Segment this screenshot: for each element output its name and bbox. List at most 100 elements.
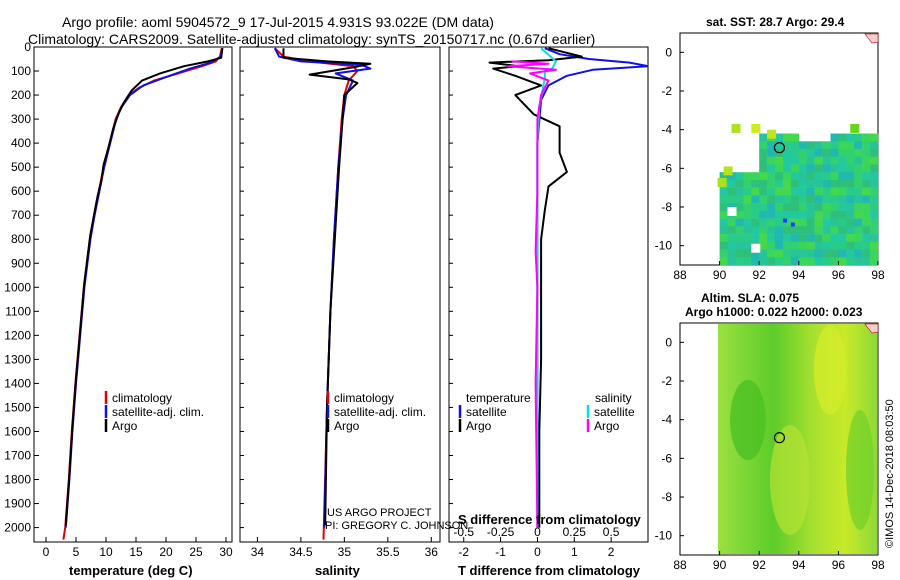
sst-cell xyxy=(854,187,863,196)
legend-argo: Argo xyxy=(112,419,138,433)
sst-cell xyxy=(830,249,839,258)
sst-cell xyxy=(814,226,823,235)
sst-cell xyxy=(838,241,847,250)
sst-map-cells xyxy=(717,123,879,266)
sst-cell xyxy=(719,241,728,250)
sst-cell xyxy=(814,164,823,173)
sst-cell xyxy=(751,257,760,266)
sst-cell xyxy=(775,226,784,235)
sst-cell xyxy=(854,241,863,250)
sst-cell xyxy=(862,133,871,142)
lon-tick-label: 94 xyxy=(792,268,806,282)
sst-cell xyxy=(854,164,863,173)
sst-cell xyxy=(870,149,879,157)
sst-cell xyxy=(798,257,807,266)
sst-cell xyxy=(854,226,863,235)
difference-x-axis: -2 -1 0 1 2 -0.5 -0.25 0 0.25 0.5 xyxy=(453,525,619,559)
sst-cell xyxy=(759,164,768,173)
sst-cell xyxy=(759,149,768,157)
sst-cell xyxy=(846,179,855,188)
temperature-panel xyxy=(33,46,233,543)
sst-cell xyxy=(814,141,823,150)
sst-cell xyxy=(806,149,815,157)
sst-cell xyxy=(830,164,839,173)
sst-cell xyxy=(846,172,855,181)
salinity-panel xyxy=(239,46,441,543)
sst-cell xyxy=(838,218,847,227)
sst-cell xyxy=(719,210,728,219)
sst-cell xyxy=(870,218,879,227)
sst-cell xyxy=(767,156,776,165)
sst-map-axes: 88 90 92 94 96 98 0 -2 -4 -6 -8 -10 xyxy=(655,45,885,282)
lon-tick-label: 96 xyxy=(832,558,846,572)
depth-tick-label: 900 xyxy=(11,256,31,270)
sst-cell xyxy=(775,179,784,188)
sst-cell xyxy=(846,156,855,165)
sst-cell xyxy=(735,172,744,181)
sst-cell xyxy=(814,249,823,258)
sst-cell xyxy=(775,187,784,196)
sst-cell xyxy=(814,179,823,188)
sst-cell xyxy=(838,234,847,243)
sst-cell xyxy=(727,172,736,181)
sst-cell xyxy=(862,234,871,243)
sst-cell xyxy=(830,195,839,204)
sst-cell xyxy=(751,187,760,196)
sla-map-title-line1: Altim. SLA: 0.075 xyxy=(701,291,799,305)
sst-cell xyxy=(751,234,760,243)
sst-cell xyxy=(743,218,752,227)
sst-cell xyxy=(743,187,752,196)
temperature-legend: climatology satellite-adj. clim. Argo xyxy=(104,391,204,433)
sst-cell xyxy=(798,203,807,212)
depth-tick-label: 200 xyxy=(11,88,31,102)
sst-cell xyxy=(759,210,768,219)
sst-cell xyxy=(846,149,855,157)
sst-cell xyxy=(751,218,760,227)
sst-cell xyxy=(814,195,823,204)
sst-cell xyxy=(870,172,879,181)
sst-cell xyxy=(759,218,768,227)
depth-tick-label: 1200 xyxy=(4,328,31,342)
sst-cell xyxy=(735,203,744,212)
lon-tick-label: 88 xyxy=(673,268,687,282)
sst-cell xyxy=(814,210,823,219)
sla-map-axes: 88 90 92 94 96 98 0 -2 -4 -6 -8 -10 xyxy=(655,335,885,572)
sst-cell xyxy=(870,226,879,235)
sst-cell xyxy=(743,234,752,243)
sst-cell xyxy=(846,226,855,235)
legend-s-satellite: satellite xyxy=(594,405,635,419)
difference-series xyxy=(488,47,648,528)
sla-map-title-line2: Argo h1000: 0.022 h2000: 0.023 xyxy=(685,305,863,319)
sst-cell xyxy=(759,179,768,188)
sst-cell xyxy=(838,203,847,212)
series-line-argo xyxy=(64,48,224,526)
sst-cell xyxy=(814,203,823,212)
sst-cell xyxy=(775,172,784,181)
legend-t-satellite: satellite xyxy=(466,405,507,419)
sst-cell xyxy=(838,226,847,235)
sst-cell xyxy=(806,164,815,173)
sst-cell xyxy=(751,172,760,181)
depth-axis: 0 100 200 300 400 500 600 700 800 900 1000 1100 1200… xyxy=(4,40,453,535)
lon-tick-label: 96 xyxy=(832,268,846,282)
sst-cell xyxy=(790,218,800,227)
lon-tick-label: 94 xyxy=(792,558,806,572)
depth-tick-label: 600 xyxy=(11,184,31,198)
sst-cell xyxy=(751,123,761,133)
sst-cell xyxy=(822,218,831,227)
sst-cell xyxy=(862,226,871,235)
sst-cell xyxy=(767,249,776,258)
x-tick-label: 0 xyxy=(43,545,50,559)
sst-cell xyxy=(822,164,831,173)
sst-cell xyxy=(767,241,776,250)
sst-cell xyxy=(759,226,768,235)
sst-cell xyxy=(775,141,784,150)
sst-cell xyxy=(790,141,800,150)
sst-cell xyxy=(727,207,737,216)
sst-cell xyxy=(735,257,744,266)
salinity-series xyxy=(273,47,372,540)
sst-cell xyxy=(862,179,871,188)
sst-cell xyxy=(783,195,792,204)
sst-cell xyxy=(767,149,776,157)
sst-cell xyxy=(719,226,728,235)
